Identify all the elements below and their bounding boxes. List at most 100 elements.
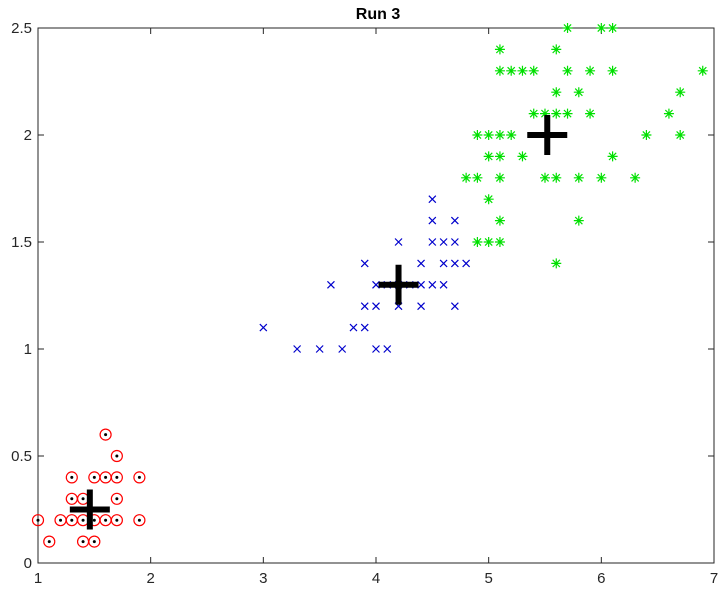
data-point-asterisk [517,151,528,162]
data-point-asterisk [494,172,505,183]
data-point-asterisk [540,172,550,183]
data-point-asterisk [483,237,494,247]
data-point-x [360,259,369,268]
data-point-asterisk [630,172,641,183]
data-point-x [439,238,448,246]
data-point-circle [133,514,146,527]
data-point-asterisk [596,172,607,183]
x-tick-label: 1 [34,570,42,587]
axis-ticks: 1 2 3 4 5 6 7 0 0.5 1 1.5 2 2.5 [11,20,718,587]
data-point-asterisk [472,130,483,140]
data-point-asterisk [551,108,562,119]
y-tick-label: 1.5 [11,234,32,251]
data-point-x [259,323,268,332]
data-point-asterisk [697,65,708,76]
x-tick-label: 6 [597,570,605,587]
data-point-circle [43,535,56,548]
cluster-2-series [259,195,471,353]
data-point-asterisk [528,65,539,76]
data-point-x [349,323,358,332]
data-point-x [417,259,425,268]
data-point-asterisk [573,172,584,183]
data-point-asterisk [641,130,652,140]
data-point-asterisk [551,258,562,269]
data-point-asterisk [483,151,494,162]
data-point-asterisk [562,108,573,119]
data-point-asterisk [585,108,596,119]
data-point-asterisk [483,130,494,140]
data-point-circle [110,514,123,527]
data-point-x [428,238,437,246]
data-point-x [439,259,448,268]
data-point-circle [88,535,101,548]
y-tick-label: 2.5 [11,20,32,37]
data-point-asterisk [506,65,517,76]
data-point-x [450,238,459,246]
data-point-x [394,238,403,246]
data-point-asterisk [573,215,584,226]
data-point-asterisk [494,151,505,162]
data-point-asterisk [551,44,562,55]
x-tick-label: 5 [484,570,492,587]
data-point-asterisk [675,87,686,98]
data-point-x [338,345,347,353]
data-point-circle [110,492,123,505]
x-tick-label: 2 [146,570,154,587]
data-point-circle [110,471,123,484]
data-point-asterisk [517,65,528,76]
y-tick-label: 2 [24,127,32,144]
y-tick-label: 0.5 [11,448,32,465]
data-point-x [417,280,425,289]
data-point-asterisk [461,172,472,183]
data-point-x [372,280,380,289]
data-point-x [462,259,471,268]
data-point-asterisk [663,108,674,119]
data-point-x [428,280,437,289]
data-point-asterisk [607,65,618,76]
data-point-asterisk [675,130,686,140]
data-point-asterisk [551,172,562,183]
data-point-asterisk [472,237,483,247]
data-point-asterisk [506,130,517,140]
centroid-plus [527,115,568,155]
x-tick-label: 7 [710,570,718,587]
data-point-x [372,345,380,353]
data-point-x [383,345,392,353]
data-point-asterisk [494,237,505,247]
data-point-x [450,259,459,268]
cluster-3-series [461,23,708,269]
data-point-x [372,302,380,311]
data-point-x [293,345,302,353]
data-point-asterisk [540,108,550,119]
data-point-asterisk [551,87,562,98]
chart-title: Run 3 [356,6,401,23]
data-point-asterisk [494,65,505,76]
data-point-asterisk [562,65,573,76]
data-point-asterisk [573,87,584,98]
y-tick-label: 1 [24,341,32,358]
data-point-circle [31,514,45,527]
x-tick-label: 4 [372,570,380,587]
data-point-asterisk [494,130,505,140]
centroids [69,115,568,530]
data-point-asterisk [528,108,539,119]
data-point-x [428,216,437,225]
data-point-circle [65,471,78,484]
data-point-x [450,216,459,225]
data-point-x [360,323,369,332]
y-tick-label: 0 [24,555,32,572]
data-point-asterisk [562,23,573,33]
centroid-plus [378,264,419,305]
data-point-x [428,195,437,204]
data-point-x [439,280,448,289]
data-point-asterisk [607,23,618,33]
data-point-x [360,302,369,311]
data-point-x [327,280,335,289]
centroid-plus [69,489,110,530]
x-tick-label: 3 [259,570,267,587]
plot-area [37,27,715,564]
data-point-asterisk [483,194,494,205]
data-point-circle [110,449,123,463]
data-series [31,23,708,548]
